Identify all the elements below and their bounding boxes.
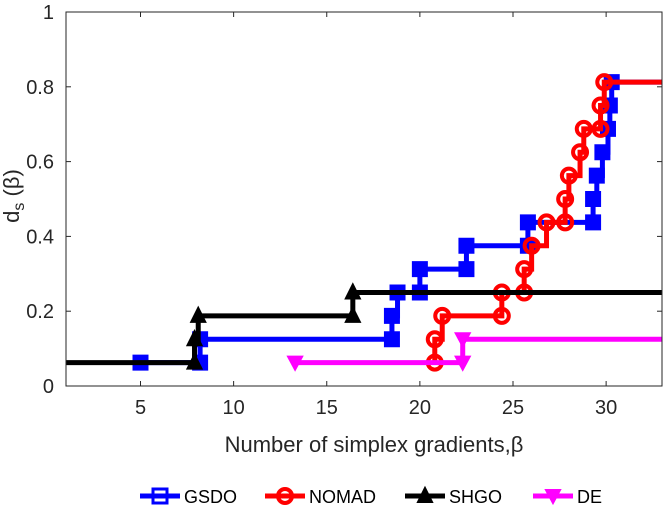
plot-frame (65, 11, 663, 387)
series-de (286, 332, 662, 372)
data-point-shgo (344, 305, 362, 323)
legend-label: SHGO (449, 487, 502, 507)
y-axis-label-tail: (β) (0, 169, 24, 202)
legend-item-de: DE (533, 487, 602, 507)
legend-swatch-marker (416, 485, 434, 503)
data-point-nomad (492, 306, 511, 325)
x-tick-label: 15 (316, 397, 338, 419)
data-point-nomad (595, 73, 614, 92)
data-point-nomad (556, 213, 575, 232)
legend-swatch-marker (276, 487, 294, 505)
legend-item-gsdo: GSDO (140, 487, 237, 507)
data-point-gsdo (458, 261, 475, 278)
legend-item-nomad: NOMAD (265, 487, 376, 507)
x-tick-label: 20 (409, 397, 431, 419)
series-line-shgo (66, 290, 662, 366)
data-point-shgo (189, 305, 207, 323)
data-point-nomad (537, 213, 556, 232)
data-point-gsdo (594, 144, 611, 161)
x-tick-label: 25 (502, 397, 524, 419)
y-tick-label: 0.4 (26, 226, 54, 248)
x-tick-label: 5 (135, 397, 146, 419)
data-point-nomad (425, 330, 444, 349)
data-point-nomad (571, 143, 590, 162)
legend-label: NOMAD (309, 487, 376, 507)
y-tick-label: 0.2 (26, 301, 54, 323)
legend-label: GSDO (184, 487, 237, 507)
data-point-gsdo (585, 214, 602, 231)
data-point-gsdo (519, 214, 536, 231)
data-point-nomad (574, 119, 593, 138)
data-point-nomad (515, 260, 534, 279)
series-nomad (425, 73, 662, 372)
data-point-nomad (591, 96, 610, 115)
y-tick-label: 1 (43, 2, 54, 24)
data-point-gsdo (458, 237, 475, 254)
series-line-gsdo (140, 79, 662, 366)
legend: GSDO NOMAD SHGO DE (140, 485, 602, 507)
data-point-nomad (522, 236, 541, 255)
legend-item-shgo: SHGO (405, 485, 502, 507)
y-axis-label: ds (β) (0, 169, 28, 223)
data-point-shgo (344, 282, 362, 300)
data-point-gsdo (588, 167, 605, 184)
y-tick-label: 0.6 (26, 152, 54, 174)
data-point-nomad (559, 166, 578, 185)
series-line-de (295, 336, 662, 366)
y-tick-label: 0 (43, 376, 54, 398)
series-gsdo (132, 74, 662, 371)
data-point-shgo (185, 352, 204, 370)
y-axis-label-sub: s (11, 203, 28, 211)
data-point-gsdo (411, 261, 428, 278)
series-line-nomad (432, 79, 662, 363)
data-point-de (454, 355, 472, 372)
y-tick-label: 0.8 (26, 77, 54, 99)
data-point-gsdo (585, 191, 602, 207)
data-point-de (454, 332, 472, 349)
x-tick-label: 30 (595, 397, 617, 419)
data-point-de (286, 355, 304, 372)
data-point-gsdo (383, 331, 400, 348)
series-shgo (66, 282, 662, 370)
x-axis-label: Number of simplex gradients,β (225, 432, 524, 457)
data-point-nomad (556, 190, 575, 208)
legend-swatch-marker (544, 489, 562, 506)
legend-label: DE (577, 487, 602, 507)
data-point-gsdo (383, 307, 400, 324)
data-point-shgo (185, 329, 204, 347)
y-axis-label-main: d (0, 211, 24, 223)
series-layer (66, 73, 662, 372)
data-point-nomad (433, 306, 452, 325)
x-tick-label: 10 (223, 397, 245, 419)
legend-swatch-marker (151, 487, 169, 505)
ticks-layer: 5 10 15 20 25 30 0 0.2 0.4 0.6 0.8 1 (26, 2, 662, 419)
data-point-nomad (591, 119, 610, 138)
